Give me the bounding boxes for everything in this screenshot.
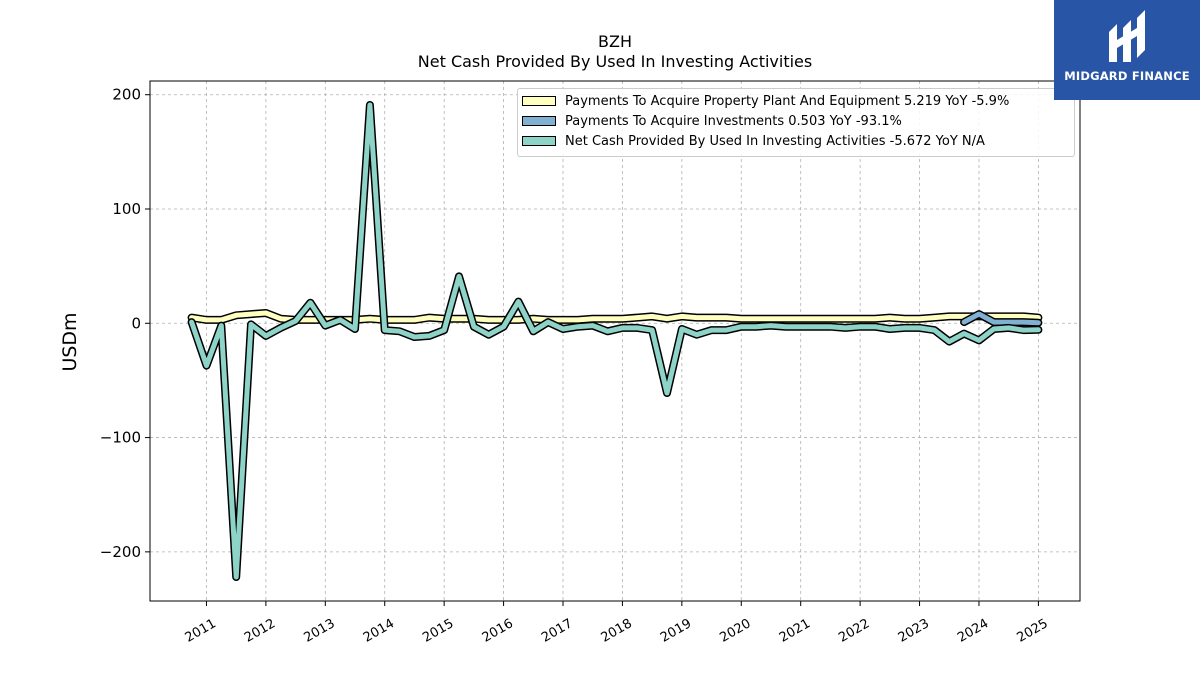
legend-label-ppe: Payments To Acquire Property Plant And E… bbox=[565, 93, 1010, 109]
legend-swatch-investments bbox=[522, 116, 556, 126]
legend-swatch-ppe bbox=[522, 96, 556, 106]
y-tick-label: 200 bbox=[112, 86, 141, 104]
y-tick-label: −100 bbox=[100, 429, 141, 447]
legend-item-ppe: Payments To Acquire Property Plant And E… bbox=[522, 91, 1009, 111]
series-core bbox=[189, 102, 1041, 580]
logo-mark-icon bbox=[1109, 10, 1145, 62]
series-line-investments bbox=[960, 310, 1043, 327]
x-tick-label: 2020 bbox=[717, 616, 753, 646]
x-tick-label: 2016 bbox=[480, 616, 516, 646]
legend-label-investments: Payments To Acquire Investments 0.503 Yo… bbox=[565, 113, 902, 129]
chart-title: BZH bbox=[598, 32, 632, 51]
x-tick-label: 2025 bbox=[1015, 616, 1051, 646]
brand-name: MIDGARD FINANCE bbox=[1064, 69, 1190, 83]
legend-label-net-cash: Net Cash Provided By Used In Investing A… bbox=[565, 133, 985, 149]
x-tick-label: 2022 bbox=[836, 616, 872, 646]
plot-frame bbox=[149, 80, 1081, 602]
series-line-net-cash bbox=[187, 101, 1043, 581]
axis-ticks: −200 −100 0 100 200 2011 2012 2013 2014 2015 2016 2… bbox=[100, 86, 1051, 646]
series-core bbox=[961, 311, 1041, 326]
legend-swatch-net-cash bbox=[522, 136, 556, 146]
x-tick-label: 2014 bbox=[361, 616, 397, 646]
x-tick-label: 2012 bbox=[242, 616, 278, 646]
chart-subtitle: Net Cash Provided By Used In Investing A… bbox=[417, 52, 813, 71]
x-tick-label: 2021 bbox=[777, 616, 813, 646]
series-outline bbox=[187, 101, 1043, 581]
y-tick-label: 100 bbox=[112, 200, 141, 218]
x-tick-label: 2019 bbox=[658, 616, 694, 646]
legend: Payments To Acquire Property Plant And E… bbox=[517, 88, 1075, 157]
x-tick-label: 2017 bbox=[539, 616, 575, 646]
x-tick-label: 2011 bbox=[183, 616, 219, 646]
brand-logo: MIDGARD FINANCE bbox=[1054, 0, 1200, 100]
y-tick-label: −200 bbox=[100, 543, 141, 561]
x-tick-label: 2013 bbox=[301, 616, 337, 646]
x-tick-label: 2015 bbox=[420, 616, 456, 646]
x-tick-label: 2018 bbox=[599, 616, 635, 646]
grid-lines bbox=[150, 81, 1080, 601]
series-lines bbox=[187, 101, 1043, 581]
y-tick-label: 0 bbox=[131, 314, 141, 332]
x-tick-label: 2023 bbox=[896, 616, 932, 646]
legend-item-net-cash: Net Cash Provided By Used In Investing A… bbox=[522, 131, 985, 151]
legend-item-investments: Payments To Acquire Investments 0.503 Yo… bbox=[522, 111, 902, 131]
x-tick-label: 2024 bbox=[955, 616, 991, 646]
y-axis-label: USDm bbox=[59, 312, 81, 371]
